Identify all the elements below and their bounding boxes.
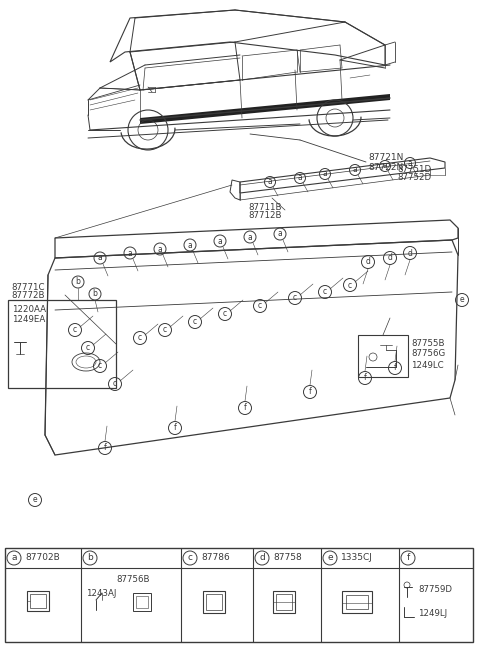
- Text: 1249EA: 1249EA: [12, 316, 45, 325]
- Text: c: c: [193, 318, 197, 327]
- Text: 87722N: 87722N: [368, 162, 403, 171]
- Text: e: e: [33, 496, 37, 505]
- Text: a: a: [298, 173, 302, 182]
- Text: 87771C: 87771C: [11, 283, 45, 292]
- Text: a: a: [248, 232, 252, 241]
- Text: f: f: [364, 373, 366, 382]
- Text: a: a: [268, 177, 272, 186]
- Text: c: c: [188, 553, 192, 562]
- Text: e: e: [327, 553, 333, 562]
- Text: f: f: [174, 424, 176, 432]
- Text: f: f: [394, 364, 396, 373]
- Polygon shape: [140, 94, 390, 124]
- Bar: [346, 595, 368, 609]
- Text: a: a: [383, 162, 387, 171]
- Text: 1249LJ: 1249LJ: [418, 608, 447, 617]
- Text: 87756G: 87756G: [411, 349, 445, 358]
- Text: a: a: [277, 230, 282, 239]
- Bar: [203, 591, 225, 613]
- Text: 87786: 87786: [201, 553, 230, 562]
- Text: c: c: [293, 294, 297, 303]
- Text: c: c: [223, 309, 227, 318]
- Text: c: c: [98, 362, 102, 371]
- Text: d: d: [259, 553, 265, 562]
- Text: c: c: [86, 344, 90, 353]
- Text: c: c: [258, 302, 262, 311]
- Bar: [8, 300, 116, 388]
- Text: 87721N: 87721N: [368, 153, 403, 162]
- Text: 87752D: 87752D: [397, 173, 431, 182]
- Text: a: a: [157, 245, 162, 254]
- Text: b: b: [87, 553, 93, 562]
- Text: 87751D: 87751D: [397, 166, 431, 175]
- Bar: [273, 591, 295, 613]
- Text: c: c: [113, 380, 117, 388]
- Bar: [5, 548, 473, 642]
- Bar: [30, 594, 46, 608]
- Text: f: f: [309, 388, 312, 397]
- Text: c: c: [348, 281, 352, 289]
- Text: 87756B: 87756B: [116, 575, 149, 584]
- Text: 87755B: 87755B: [411, 338, 444, 347]
- Bar: [342, 591, 372, 613]
- Text: d: d: [366, 258, 371, 267]
- Text: d: d: [408, 248, 412, 258]
- Text: d: d: [387, 254, 393, 263]
- Text: 87712B: 87712B: [248, 210, 281, 219]
- Text: a: a: [353, 166, 358, 175]
- Text: c: c: [73, 325, 77, 334]
- Text: a: a: [217, 237, 222, 245]
- Text: 1249LC: 1249LC: [411, 360, 444, 369]
- Text: f: f: [244, 404, 246, 413]
- Text: a: a: [128, 248, 132, 258]
- Text: a: a: [188, 241, 192, 250]
- Text: 1220AA: 1220AA: [12, 305, 46, 314]
- Text: b: b: [93, 289, 97, 298]
- Text: c: c: [323, 287, 327, 296]
- Text: f: f: [407, 553, 409, 562]
- Bar: [276, 594, 292, 610]
- Text: 87759D: 87759D: [418, 584, 452, 593]
- Bar: [27, 591, 49, 611]
- Text: b: b: [75, 278, 81, 287]
- Text: a: a: [11, 553, 17, 562]
- Text: e: e: [460, 296, 464, 305]
- Text: 87711B: 87711B: [248, 203, 281, 212]
- Text: a: a: [408, 159, 412, 168]
- Text: c: c: [163, 325, 167, 334]
- Bar: [358, 335, 408, 377]
- Text: a: a: [97, 254, 102, 263]
- Bar: [206, 594, 222, 610]
- Text: f: f: [104, 443, 107, 452]
- Text: c: c: [138, 333, 142, 342]
- Text: 1243AJ: 1243AJ: [86, 589, 116, 597]
- Text: 87702B: 87702B: [25, 553, 60, 562]
- Text: 1335CJ: 1335CJ: [341, 553, 373, 562]
- Bar: [136, 596, 148, 608]
- Text: 87772B: 87772B: [11, 292, 45, 300]
- Text: a: a: [323, 170, 327, 179]
- Bar: [133, 593, 151, 611]
- Text: 87758: 87758: [273, 553, 302, 562]
